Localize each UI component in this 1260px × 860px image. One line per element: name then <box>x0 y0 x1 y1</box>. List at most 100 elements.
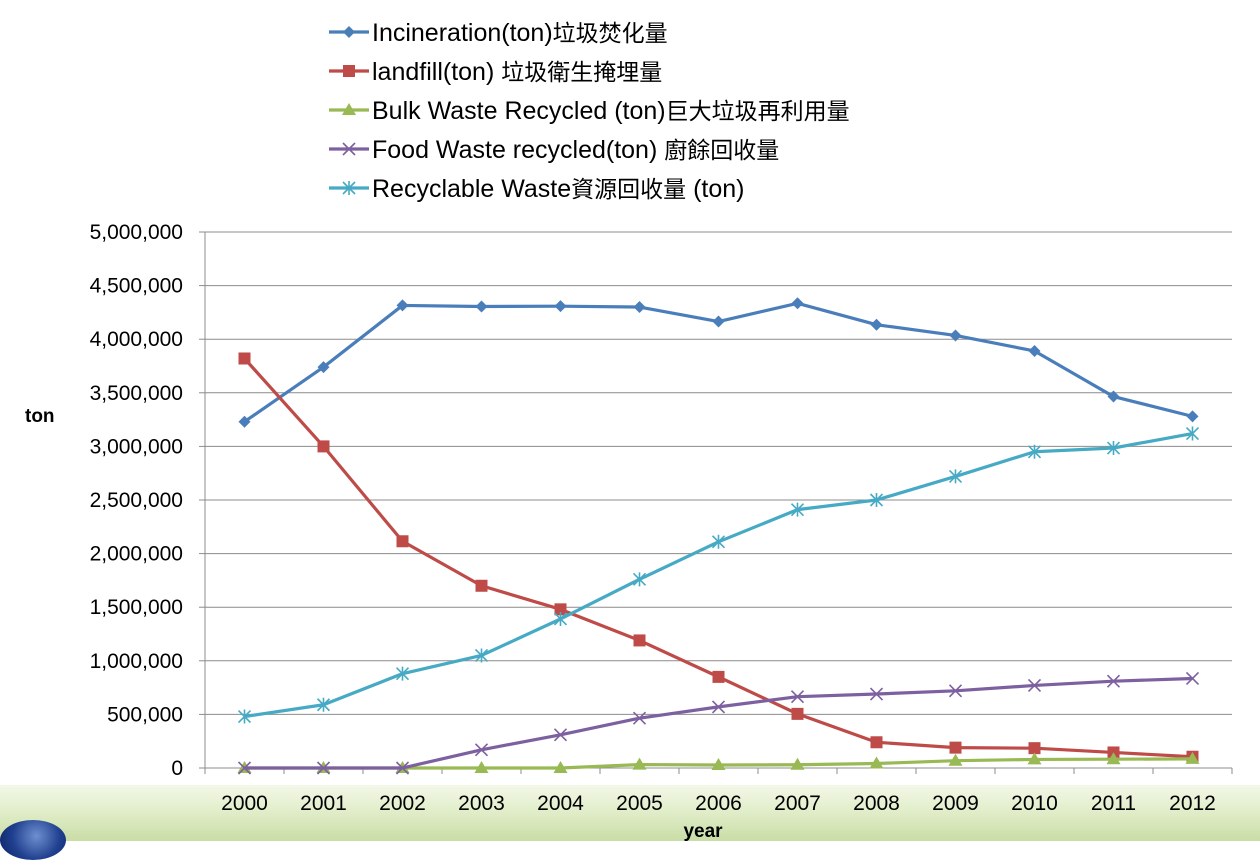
series-group <box>238 297 1199 428</box>
data-point <box>238 352 251 365</box>
data-point <box>1106 752 1121 765</box>
y-tick-label: 3,500,000 <box>90 382 183 405</box>
legend-swatch-marker <box>342 142 356 156</box>
data-point <box>396 535 409 548</box>
x-tick-label: 2005 <box>616 792 663 815</box>
x-tick-label: 2000 <box>221 792 268 815</box>
data-point <box>1027 678 1042 693</box>
data-point <box>1028 344 1041 357</box>
data-point <box>1185 751 1200 764</box>
chart-legend: Incineration(ton)垃圾焚化量 landfill(ton) 垃圾衛生… <box>329 19 850 203</box>
data-point <box>869 756 884 769</box>
data-point <box>711 534 726 549</box>
data-point <box>237 761 252 775</box>
data-point <box>870 318 883 331</box>
legend-label-cjk: 巨大垃圾再利用量 <box>666 99 850 125</box>
y-tick-label: 500,000 <box>107 703 183 726</box>
data-point <box>791 297 804 310</box>
x-tick-label: 2007 <box>774 792 821 815</box>
data-point <box>869 687 884 701</box>
data-point <box>237 709 252 724</box>
series-line <box>243 357 1193 759</box>
data-point <box>948 684 963 698</box>
series-group <box>237 426 1200 724</box>
legend-label: Bulk Waste Recycled (ton)巨大垃圾再利用量 <box>372 97 850 125</box>
data-point <box>1027 444 1042 459</box>
data-point <box>1106 674 1121 688</box>
legend-label-en: Recyclable Waste <box>372 175 571 203</box>
data-point <box>949 329 962 342</box>
data-point <box>474 743 489 757</box>
data-point <box>317 361 330 374</box>
x-tick-label: 2009 <box>932 792 979 815</box>
series-line <box>244 676 1193 770</box>
x-tick-label: 2003 <box>458 792 505 815</box>
legend-label-en: landfill(ton) <box>372 58 501 86</box>
y-tick-label: 2,500,000 <box>90 489 183 512</box>
data-point <box>633 634 646 647</box>
legend-label: Recyclable Waste資源回收量 (ton) <box>372 175 745 203</box>
legend-swatch-marker <box>342 103 356 115</box>
data-point <box>791 707 804 720</box>
data-point <box>1185 671 1200 686</box>
y-tick-label: 1,000,000 <box>90 650 183 673</box>
data-point <box>869 493 884 507</box>
data-point <box>474 648 489 663</box>
legend-swatch-marker <box>342 181 356 195</box>
data-point <box>316 697 331 712</box>
data-point <box>790 502 805 517</box>
data-point <box>1027 752 1042 765</box>
x-tick-label: 2010 <box>1011 792 1058 815</box>
data-point <box>948 469 963 484</box>
data-point <box>1185 426 1200 441</box>
x-tick-label: 2011 <box>1091 792 1136 815</box>
legend-item: Food Waste recycled(ton) 廚餘回收量 <box>329 136 779 164</box>
chart-series <box>237 297 1200 775</box>
y-axis-title: ton <box>25 406 55 427</box>
data-point <box>632 757 647 770</box>
data-point <box>712 670 725 683</box>
legend-label-cjk: 資源回收量 <box>571 177 686 203</box>
x-tick-label: 2006 <box>695 792 742 815</box>
data-point <box>553 761 568 773</box>
series-group <box>237 671 1200 775</box>
data-point <box>711 757 726 770</box>
legend-label-en: Bulk Waste Recycled (ton) <box>372 97 666 125</box>
legend-label-cjk: 廚餘回收量 <box>664 138 779 164</box>
data-point <box>712 315 725 328</box>
data-point <box>475 300 488 313</box>
legend-item: Recyclable Waste資源回收量 (ton) <box>329 175 745 203</box>
x-tick-label: 2004 <box>537 792 584 815</box>
data-point <box>948 753 963 766</box>
legend-label-cjk: 垃圾焚化量 <box>553 21 668 47</box>
legend-item: Bulk Waste Recycled (ton)巨大垃圾再利用量 <box>329 97 850 125</box>
data-point <box>554 300 567 313</box>
y-tick-label: 4,500,000 <box>90 275 183 298</box>
data-point <box>711 700 726 714</box>
data-point <box>633 301 646 314</box>
legend-label-cjk: 垃圾衛生掩埋量 <box>501 60 662 86</box>
legend-item: landfill(ton) 垃圾衛生掩埋量 <box>329 58 662 86</box>
data-point <box>1028 742 1041 755</box>
series-group <box>237 751 1200 773</box>
data-point <box>238 415 251 428</box>
x-tick-label: 2001 <box>300 792 347 815</box>
legend-label-suffix: (ton) <box>686 175 744 203</box>
y-tick-label: 0 <box>171 757 183 780</box>
y-tick-label: 1,500,000 <box>90 596 183 619</box>
data-point <box>949 741 962 754</box>
legend-label-en: Incineration(ton) <box>372 19 553 47</box>
chart-axes: 0 500,000 1,000,000 1,500,000 2,000,000 2,500… <box>90 221 1233 815</box>
data-point <box>553 728 568 742</box>
legend-swatch-marker <box>343 65 355 77</box>
y-tick-label: 3,000,000 <box>90 435 183 458</box>
x-tick-label: 2012 <box>1169 792 1216 815</box>
y-tick-label: 4,000,000 <box>90 328 183 351</box>
chart-gridlines <box>205 231 1232 715</box>
data-point <box>395 761 410 775</box>
data-point <box>1186 410 1199 423</box>
x-axis-title: year <box>683 821 723 841</box>
data-point <box>554 603 567 616</box>
data-point <box>395 666 410 681</box>
data-point <box>1107 390 1120 403</box>
